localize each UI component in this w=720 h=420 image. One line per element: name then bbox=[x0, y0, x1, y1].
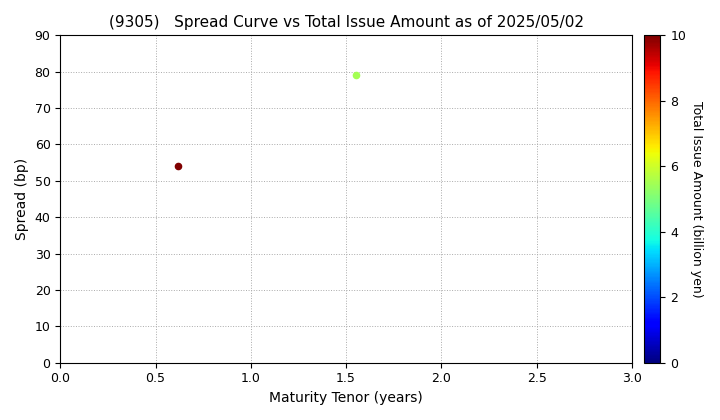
X-axis label: Maturity Tenor (years): Maturity Tenor (years) bbox=[269, 391, 423, 405]
Title: (9305)   Spread Curve vs Total Issue Amount as of 2025/05/02: (9305) Spread Curve vs Total Issue Amoun… bbox=[109, 15, 584, 30]
Point bbox=[173, 163, 184, 170]
Point bbox=[350, 72, 361, 79]
Y-axis label: Spread (bp): Spread (bp) bbox=[15, 158, 29, 240]
Y-axis label: Total Issue Amount (billion yen): Total Issue Amount (billion yen) bbox=[690, 101, 703, 297]
